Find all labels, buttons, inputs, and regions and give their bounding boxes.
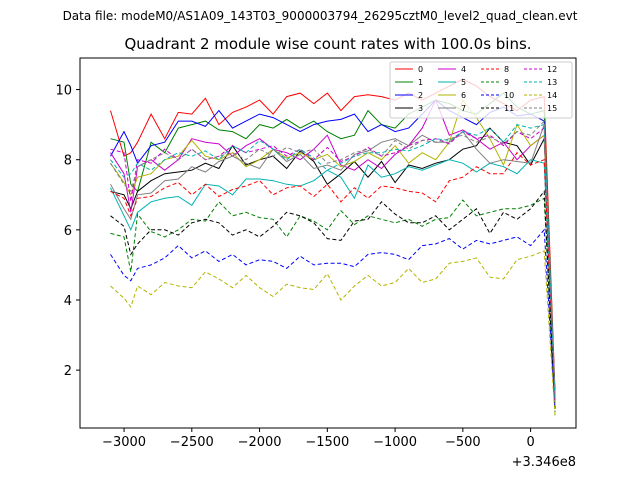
- legend-label-9: 9: [504, 78, 509, 87]
- figure-suptitle: Data file: modeM0/AS1A09_143T03_90000037…: [63, 9, 578, 23]
- legend-label-11: 11: [504, 104, 514, 113]
- legend-label-15: 15: [547, 104, 557, 113]
- legend-label-6: 6: [461, 91, 466, 100]
- x-tick-label: −3000: [102, 435, 146, 450]
- series-line-2: [110, 99, 556, 399]
- x-tick-label: −2500: [170, 435, 214, 450]
- legend-label-10: 10: [504, 91, 514, 100]
- y-tick-label: 10: [55, 84, 72, 99]
- series-line-12: [110, 127, 556, 402]
- plot-frame: [79, 57, 577, 429]
- y-axis: 2 4 6 8 10: [55, 84, 80, 379]
- series-line-15: [110, 119, 556, 399]
- y-tick-label: 6: [64, 224, 72, 239]
- y-tick-label: 8: [64, 154, 72, 169]
- legend-label-4: 4: [461, 65, 466, 74]
- legend-label-13: 13: [547, 78, 557, 87]
- series-line-5: [110, 159, 556, 402]
- legend-label-14: 14: [547, 91, 557, 100]
- series-line-8: [110, 151, 556, 402]
- series-line-13: [110, 123, 556, 402]
- x-tick-label: −1500: [305, 435, 349, 450]
- series-line-7: [110, 124, 556, 399]
- legend-label-8: 8: [504, 65, 509, 74]
- legend-label-1: 1: [418, 78, 423, 87]
- y-tick-label: 2: [64, 364, 72, 379]
- series-line-3: [110, 127, 556, 399]
- legend-label-2: 2: [418, 91, 423, 100]
- legend-label-5: 5: [461, 78, 466, 87]
- series-line-9: [110, 197, 556, 413]
- chart-title: Quadrant 2 module wise count rates with …: [124, 35, 531, 53]
- series-line-10: [110, 228, 556, 409]
- series-layer: [110, 78, 556, 416]
- legend-label-7: 7: [461, 104, 466, 113]
- legend-label-0: 0: [418, 65, 423, 74]
- x-tick-label: −2000: [238, 435, 282, 450]
- x-tick-label: −1000: [373, 435, 417, 450]
- series-line-11: [110, 189, 556, 409]
- x-offset-label: +3.346e8: [512, 455, 576, 470]
- series-line-4: [110, 98, 556, 395]
- x-tick-label: −500: [445, 435, 481, 450]
- x-tick-label: 0: [526, 435, 534, 450]
- legend-label-12: 12: [547, 65, 557, 74]
- legend-label-3: 3: [418, 104, 423, 113]
- legend-frame: [389, 61, 573, 119]
- x-axis: −3000 −2500 −2000 −1500 −1000 −500 0: [102, 428, 535, 450]
- y-tick-label: 4: [64, 294, 72, 309]
